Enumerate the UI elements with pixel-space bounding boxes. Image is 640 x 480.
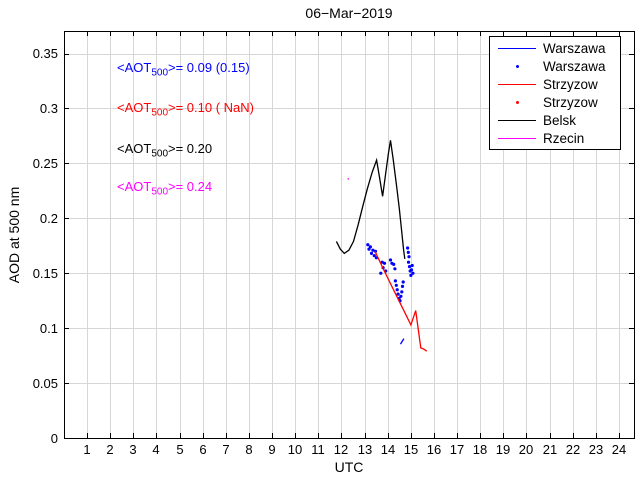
legend-item-strzyzow-line: Strzyzow [490,75,620,93]
line-swatch [498,137,536,139]
data-point [372,254,376,258]
chart-title: 06−Mar−2019 [305,5,393,21]
data-point [399,294,403,298]
series-warszawa-scatter [366,243,415,303]
data-point [409,273,413,277]
aot-annotation: <AOT500>= 0.09 (0.15) [117,60,250,78]
data-point [394,283,398,287]
data-point [406,246,410,250]
legend-item-warszawa-dot: Warszawa [490,57,620,75]
data-point [366,243,370,247]
legend-line-sample [498,119,536,121]
series-warszawa-line [399,338,405,345]
data-point [406,260,411,264]
legend-item-belsk-line: Belsk [490,111,620,129]
data-point [382,261,387,265]
data-point [410,263,414,268]
data-point [409,268,414,272]
annotation-text: <AOT [117,179,152,194]
legend-item-rzecin-line: Rzecin [490,129,620,147]
data-point [411,271,415,275]
data-point [379,271,383,275]
data-point [388,258,393,262]
annotation-subscript: 500 [151,107,169,119]
annotation-text: >= 0.10 ( NaN) [168,100,255,115]
annotation-text: >= 0.20 [168,141,213,156]
line-swatch [498,119,536,121]
annotation-text: <AOT [117,100,152,115]
annotation-subscript: 500 [151,186,169,198]
legend: Warszawa Warszawa Strzyzow Strzyzow Belsk Rze… [489,36,621,150]
annotation-text: >= 0.24 [168,179,213,194]
data-point [393,279,397,283]
legend-item-strzyzow-dot: Strzyzow [490,93,620,111]
data-point [396,292,400,296]
annotation-text: <AOT [117,141,152,156]
legend-item-warszawa-line: Warszawa [490,39,620,57]
data-point [407,255,411,259]
line-swatch [498,83,536,85]
data-point [371,248,375,252]
legend-label: Warszawa [543,58,606,74]
data-point [393,267,397,271]
annotation-text: <AOT [117,60,152,75]
data-point [400,290,404,294]
data-point [407,265,412,269]
legend-dot-sample [498,64,536,68]
data-point [406,250,410,254]
series-strzyzow-line [374,251,428,352]
data-point [392,262,396,266]
legend-line-sample [498,137,536,139]
legend-label: Rzecin [543,130,585,146]
legend-label: Warszawa [543,40,606,56]
legend-line-sample [498,83,536,85]
data-point [400,284,405,288]
aot-annotation: <AOT500>= 0.20 [117,141,213,159]
legend-label: Belsk [543,112,577,128]
data-point [369,251,374,255]
data-point [368,245,372,249]
tick-marks [64,31,634,439]
series-belsk-line [335,140,406,259]
axes-box [64,31,635,439]
dot-swatch [515,64,519,68]
line-swatch [498,47,536,49]
annotation-subscript: 500 [151,148,169,160]
aot-annotation: <AOT500>= 0.24 [117,179,213,197]
data-point [395,288,399,292]
dot-swatch [515,100,519,104]
legend-label: Strzyzow [543,76,598,92]
annotation-text: >= 0.09 (0.15) [168,60,250,75]
aot-annotation: <AOT500>= 0.10 ( NaN) [117,100,255,118]
legend-label: Strzyzow [543,94,598,110]
data-point [401,280,405,284]
legend-line-sample [498,47,536,49]
legend-dot-sample [498,100,536,104]
annotation-subscript: 500 [151,67,169,79]
x-axis-label: UTC [334,459,364,475]
